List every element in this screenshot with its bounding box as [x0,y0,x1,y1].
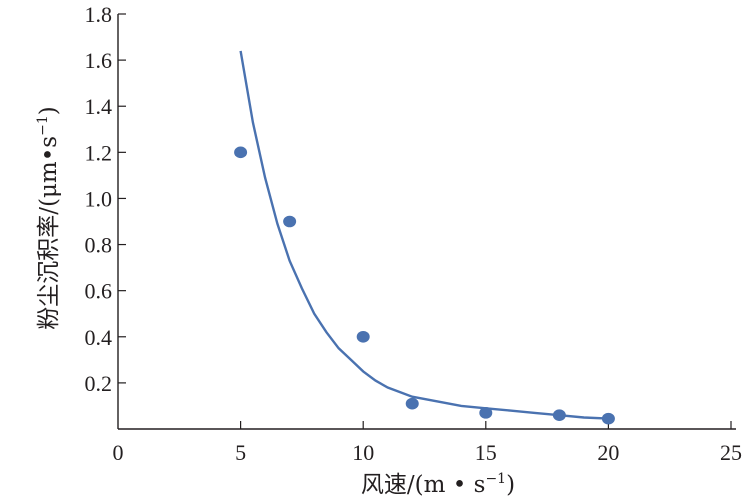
data-point [479,407,493,419]
y-tick-label: 0.8 [85,233,113,258]
y-tick-label: 1.8 [85,2,113,27]
y-tick-label: 0.4 [85,325,113,350]
x-tick-label: 0 [113,440,124,465]
y-tick-label: 1.4 [85,94,113,119]
data-point [405,397,419,410]
y-axis-title-exponent: −1 [35,115,51,136]
x-tick-label: 5 [235,440,246,465]
data-point [234,146,248,159]
fit-curve [239,50,609,420]
data-point [601,412,615,425]
x-tick-label: 15 [475,440,497,465]
x-axis-title-main: 风速/(m • s [361,472,486,498]
x-axis-title: 风速/(m • s−1) [361,471,515,498]
x-tick-label: 25 [720,440,742,465]
y-ticks: 0.2 0.4 0.6 0.8 1.0 1.2 1.4 1.6 1.8 [85,2,126,396]
y-tick-label: 0.2 [85,371,113,396]
y-tick-label: 1.6 [85,48,113,73]
data-point [283,215,297,228]
y-axis-title-main: 粉尘沉积率/(μm•s [36,136,62,330]
data-point [356,330,370,343]
axes [117,14,736,430]
x-axis-title-tail: ) [506,472,515,498]
y-tick-label: 0.6 [85,279,113,304]
x-tick-label: 10 [352,440,374,465]
y-tick-label: 1.2 [85,140,113,165]
y-axis-title-tail: ) [36,106,62,115]
y-tick-label: 1.0 [85,186,113,211]
data-point [552,409,566,421]
plot-area [234,50,615,425]
x-ticks: 0 5 10 15 20 25 [113,421,742,465]
x-axis-title-exponent: −1 [485,471,506,487]
x-tick-label: 20 [597,440,619,465]
y-axis-title: 粉尘沉积率/(μm•s−1) [35,106,62,329]
